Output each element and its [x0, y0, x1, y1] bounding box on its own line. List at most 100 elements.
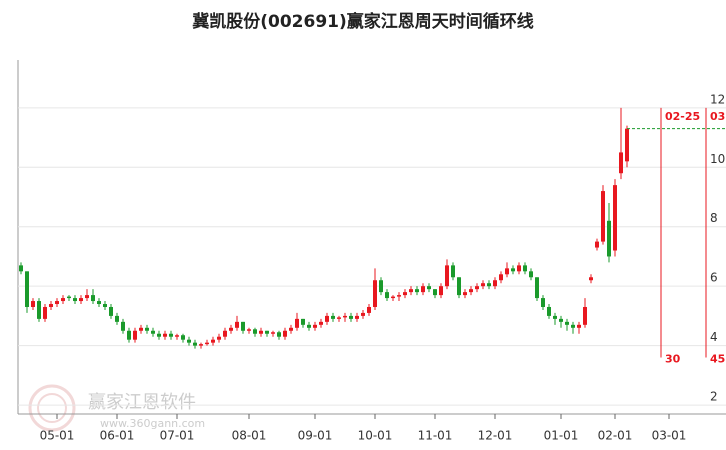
- candle-body: [313, 324, 317, 328]
- candle-body: [361, 312, 365, 316]
- candle-body: [541, 298, 545, 307]
- candle-body: [79, 298, 83, 302]
- candle-body: [535, 277, 539, 299]
- candle-body: [43, 306, 47, 319]
- candle-body: [187, 339, 191, 343]
- candle-body: [571, 324, 575, 328]
- chart-title: 冀凯股份(002691)赢家江恩周天时间循环线: [192, 11, 534, 32]
- candle-body: [517, 265, 521, 272]
- watermark-url: www.360gann.com: [100, 417, 205, 430]
- cycle-date: 02-25: [665, 110, 700, 123]
- candle-body: [553, 315, 557, 319]
- candle-body: [463, 292, 467, 296]
- candle-body: [433, 289, 437, 296]
- candle-body: [175, 335, 179, 337]
- x-tick-label: 11-01: [418, 429, 453, 443]
- candle-body: [457, 277, 461, 296]
- candle-body: [337, 317, 341, 319]
- candle-body: [319, 321, 323, 325]
- candle-body: [325, 315, 329, 322]
- x-tick-label: 03-01: [652, 429, 687, 443]
- x-tick-label: 09-01: [298, 429, 333, 443]
- candle-body: [289, 327, 293, 331]
- candle-body: [217, 336, 221, 340]
- candle-body: [133, 330, 137, 340]
- candle-body: [229, 327, 233, 331]
- candle-body: [475, 286, 479, 290]
- watermark-logo: [28, 384, 76, 432]
- candle-body: [331, 315, 335, 319]
- candle-body: [367, 306, 371, 313]
- candle-body: [103, 304, 107, 307]
- candle-body: [73, 298, 77, 302]
- candle-body: [211, 339, 215, 343]
- candle-body: [151, 330, 155, 334]
- candle-body: [493, 280, 497, 287]
- candle-body: [451, 265, 455, 278]
- candle-body: [199, 344, 203, 346]
- candle-body: [25, 271, 29, 307]
- candle-body: [91, 295, 95, 302]
- x-tick-label: 10-01: [358, 429, 393, 443]
- candle-body: [61, 298, 65, 302]
- candle-body: [241, 321, 245, 331]
- candle-body: [523, 265, 527, 272]
- candle-body: [157, 333, 161, 337]
- candle-body: [169, 333, 173, 337]
- candle-body: [277, 332, 281, 337]
- cycle-date: 03: [710, 110, 725, 123]
- candle-body: [577, 324, 581, 328]
- candle-body: [547, 306, 551, 316]
- candle-body: [421, 286, 425, 293]
- candle-body: [391, 296, 395, 299]
- candle-body: [145, 327, 149, 331]
- candle-body: [487, 283, 491, 287]
- candle-body: [385, 292, 389, 299]
- candle-body: [109, 306, 113, 316]
- candle-body: [49, 304, 53, 307]
- candle-body: [253, 329, 257, 334]
- candle-body: [505, 268, 509, 275]
- candle-body: [181, 335, 185, 340]
- candle-body: [163, 333, 167, 337]
- candle-body: [397, 295, 401, 297]
- candle-body: [481, 283, 485, 287]
- candle-body: [271, 332, 275, 334]
- candle-body: [625, 128, 629, 162]
- x-tick-label: 02-01: [598, 429, 633, 443]
- candle-body: [247, 329, 251, 331]
- candle-body: [127, 330, 131, 340]
- x-tick-label: 01-01: [544, 429, 579, 443]
- candle-body: [223, 330, 227, 337]
- watermark: 赢家江恩软件: [88, 391, 196, 413]
- candle-body: [301, 318, 305, 325]
- x-tick-label: 05-01: [40, 429, 75, 443]
- candle-body: [595, 241, 599, 248]
- candle-body: [355, 315, 359, 319]
- candle-body: [613, 185, 617, 251]
- y-tick-label: 12: [710, 92, 725, 106]
- candle-body: [307, 324, 311, 328]
- candle-body: [373, 280, 377, 307]
- candle-body: [415, 289, 419, 293]
- candle-body: [379, 280, 383, 293]
- candle-body: [295, 318, 299, 328]
- candle-body: [19, 265, 23, 272]
- candle-body: [427, 286, 431, 290]
- candle-body: [409, 289, 413, 293]
- candle-body: [607, 220, 611, 257]
- candle-body: [235, 321, 239, 328]
- candle-body: [559, 318, 563, 322]
- candle-body: [97, 301, 101, 305]
- x-tick-label: 08-01: [232, 429, 267, 443]
- candle-body: [445, 265, 449, 287]
- candle-body: [193, 342, 197, 346]
- candle-body: [511, 268, 515, 272]
- candle-body: [283, 330, 287, 337]
- candle-body: [583, 306, 587, 325]
- y-tick-label: 4: [710, 330, 718, 344]
- candle-body: [37, 301, 41, 319]
- candle-body: [85, 295, 89, 299]
- candle-body: [343, 315, 347, 318]
